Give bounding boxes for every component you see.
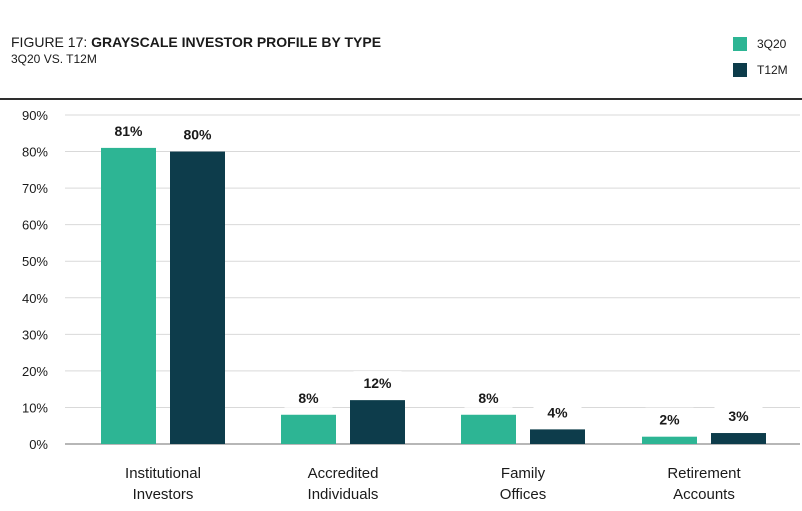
bar-t12m-2 bbox=[530, 429, 585, 444]
y-tick-label: 50% bbox=[22, 254, 48, 269]
data-label: 2% bbox=[659, 412, 680, 428]
data-label-bg bbox=[645, 407, 694, 430]
data-label: 3% bbox=[728, 408, 749, 424]
x-axis-categories: Institutional Investors Accredited Individu… bbox=[125, 465, 741, 503]
data-label-bg bbox=[353, 371, 402, 394]
legend-item-3q20: 3Q20 bbox=[733, 37, 788, 51]
y-tick-label: 80% bbox=[22, 145, 48, 160]
bar-3q20-1 bbox=[281, 414, 336, 444]
bar-3q20-3 bbox=[642, 436, 697, 444]
legend-item-t12m: T12M bbox=[733, 63, 788, 77]
legend-swatch-t12m bbox=[733, 63, 747, 77]
x-category-label: Investors bbox=[133, 486, 194, 503]
x-category-label: Accounts bbox=[673, 486, 735, 503]
data-label-bg bbox=[533, 400, 582, 423]
y-tick-label: 20% bbox=[22, 364, 48, 379]
data-label: 8% bbox=[298, 390, 319, 406]
header-divider bbox=[0, 98, 802, 100]
data-label-bg bbox=[104, 118, 153, 141]
legend-label-t12m: T12M bbox=[757, 63, 788, 77]
legend-label-3q20: 3Q20 bbox=[757, 37, 787, 51]
chart-title-main: GRAYSCALE INVESTOR PROFILE BY TYPE bbox=[91, 34, 382, 50]
data-label: 8% bbox=[478, 390, 499, 406]
y-axis-ticks: 0% 10% 20% 30% 40% 50% 60% 70% 80% 90% bbox=[22, 108, 48, 452]
x-category-label: Individuals bbox=[308, 486, 379, 503]
y-tick-label: 90% bbox=[22, 108, 48, 123]
legend-swatch-3q20 bbox=[733, 37, 747, 51]
data-label: 4% bbox=[547, 404, 568, 420]
y-tick-label: 30% bbox=[22, 327, 48, 342]
x-category-label: Family bbox=[501, 465, 546, 482]
x-category-label: Offices bbox=[500, 486, 546, 503]
chart-title: FIGURE 17: GRAYSCALE INVESTOR PROFILE BY… bbox=[11, 34, 381, 51]
y-tick-label: 60% bbox=[22, 218, 48, 233]
bar-t12m-0 bbox=[170, 151, 225, 445]
data-label: 12% bbox=[363, 375, 392, 391]
y-tick-label: 40% bbox=[22, 291, 48, 306]
data-label-bg bbox=[173, 122, 222, 145]
chart-subtitle: 3Q20 VS. T12M bbox=[11, 52, 97, 66]
chart-legend: 3Q20 T12M bbox=[733, 37, 788, 89]
y-tick-label: 10% bbox=[22, 400, 48, 415]
bar-3q20-0 bbox=[101, 147, 156, 444]
bar-3q20-2 bbox=[461, 414, 516, 444]
data-label: 81% bbox=[114, 123, 143, 139]
y-tick-label: 0% bbox=[29, 437, 48, 452]
chart-title-block: FIGURE 17: GRAYSCALE INVESTOR PROFILE BY… bbox=[11, 34, 381, 67]
y-tick-label: 70% bbox=[22, 181, 48, 196]
x-category-label: Accredited bbox=[308, 465, 379, 482]
data-label: 80% bbox=[183, 127, 212, 143]
data-label-bg bbox=[714, 404, 763, 427]
bars bbox=[101, 147, 766, 445]
data-label-bg bbox=[464, 385, 513, 408]
data-labels: 81% 80% 8% 12% 8% 4% 2% 3% bbox=[104, 118, 763, 430]
data-label-bg bbox=[284, 385, 333, 408]
x-category-label: Institutional bbox=[125, 465, 201, 482]
chart-title-prefix: FIGURE 17: bbox=[11, 34, 92, 50]
bar-t12m-1 bbox=[350, 400, 405, 444]
bar-t12m-3 bbox=[711, 433, 766, 444]
x-category-label: Retirement bbox=[667, 465, 741, 482]
